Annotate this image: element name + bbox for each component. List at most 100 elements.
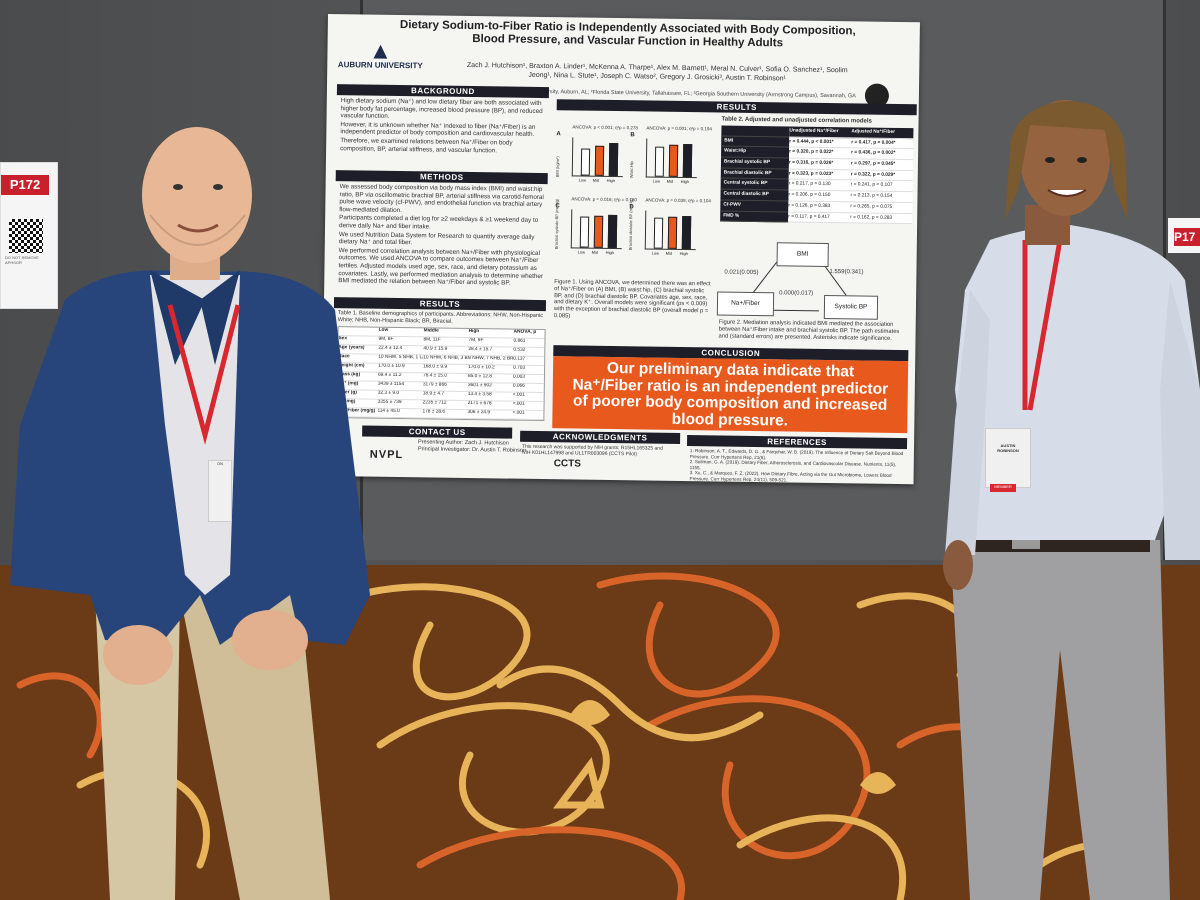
poster-authors: Zach J. Hutchison¹, Braxton A. Linder¹, … bbox=[466, 61, 848, 82]
table-cell: 178 ± 28.6 bbox=[422, 409, 446, 415]
table-cell: 170.0 ± 10.9 bbox=[378, 363, 405, 370]
table-cell: 7M, 9F bbox=[468, 337, 484, 344]
table-cell: r = 0.241, p = 0.107 bbox=[850, 182, 893, 189]
background-bullet: High dietary sodium (Na⁺) and low dietar… bbox=[340, 97, 543, 121]
path-b-label: 1.559(0.341) bbox=[829, 269, 864, 276]
person-left bbox=[10, 127, 370, 900]
chart-tick-label: Low bbox=[577, 249, 586, 255]
table-cell: Middle bbox=[423, 328, 439, 334]
table-cell: 32.3 ± 9.0 bbox=[377, 390, 400, 397]
table-cell: High bbox=[468, 328, 480, 335]
chart-tick-label: Mid bbox=[666, 178, 674, 184]
table-cell: 8M, 11F bbox=[423, 337, 441, 343]
table-cell: r = 0.206, p = 0.150 bbox=[788, 192, 831, 199]
chart-tick-label: Low bbox=[578, 177, 587, 183]
table-cell: r = 0.117, p = 0.417 bbox=[788, 213, 830, 220]
chart-bar bbox=[654, 146, 665, 177]
correlation-row-labels: BMI Waist:Hip Brachial systolic BP Brachial… bbox=[720, 125, 790, 223]
table-cell: 28.4 ± 15.7 bbox=[468, 346, 493, 353]
table-cell: 0.003 bbox=[512, 374, 525, 380]
chart-tick-label: High bbox=[679, 250, 688, 257]
chart-bar bbox=[668, 144, 679, 177]
table-cell: Unadjusted Na⁺/Fiber bbox=[789, 128, 839, 135]
chart-bar bbox=[594, 145, 605, 176]
outcome-box: Systolic BP bbox=[823, 294, 879, 320]
poster-number-sign-left: P172 DO NOT REMOVE APHSOR bbox=[0, 162, 58, 309]
figure-panel-stat: ANCOVA: p = 0.001; η²p = 0.194 bbox=[646, 125, 712, 132]
table-cell: r = 0.436, p = 0.002* bbox=[851, 150, 896, 157]
sign-note-2: APHSOR bbox=[5, 260, 22, 265]
figure-panel-ylabel: Waist:Hip bbox=[628, 161, 634, 179]
table-cell: 3439 ± 1154 bbox=[377, 381, 405, 388]
conclusion-box: Our preliminary data indicate that Na⁺/F… bbox=[552, 356, 909, 434]
table-cell: 13.4 ± 3.58 bbox=[467, 391, 492, 398]
table-cell: Low bbox=[378, 327, 389, 333]
figure-panel-ylabel: BMI (kg/m²) bbox=[554, 156, 561, 178]
table-cell: r = 0.162, p = 0.283 bbox=[850, 214, 893, 221]
table-cell: 22.4 ± 12.4 bbox=[378, 345, 403, 352]
poster-number-right: P17 bbox=[1174, 228, 1200, 246]
references-header: REFERENCES bbox=[687, 435, 908, 450]
figure-panel-ylabel: Brachial diastolic BP (mmHg) bbox=[627, 198, 634, 251]
person-right bbox=[943, 100, 1200, 900]
table-cell: 85.0 ± 12.8 bbox=[467, 373, 492, 380]
chart-tick-label: Low bbox=[651, 250, 660, 256]
table-cell: r = 0.320, p = 0.022* bbox=[789, 149, 834, 156]
qr-code-icon bbox=[9, 219, 43, 253]
figure-panel-ylabel: Brachial systolic BP (mmHg) bbox=[553, 198, 560, 250]
table-cell: r = 0.323, p = 0.023* bbox=[788, 171, 834, 177]
table-cell: 2171 ± 678 bbox=[467, 400, 492, 407]
badge-name-1: AUSTIN bbox=[1000, 443, 1016, 448]
table-cell: 0.703 bbox=[513, 365, 526, 371]
badge-name-2: ROBINSON bbox=[997, 448, 1019, 453]
mediator-box: BMI bbox=[776, 242, 829, 268]
ccts-logo: CCTS bbox=[553, 458, 582, 470]
table-cell: 10 NHW, 5 NHB, 1 Latina bbox=[378, 354, 424, 361]
right-name-badge: AUSTIN ROBINSON bbox=[985, 428, 1031, 488]
table-cell: r = 0.297, p = 0.045* bbox=[850, 161, 896, 167]
sign-note-1: DO NOT REMOVE bbox=[5, 255, 39, 260]
exposure-box: Na+/Fiber bbox=[716, 291, 775, 317]
table-cell: r = 0.417, p = 0.004* bbox=[851, 140, 896, 146]
table-row: r = 0.117, p = 0.417 r = 0.162, p = 0.283 bbox=[788, 211, 913, 225]
poster-number-sign-right: P17 bbox=[1168, 218, 1200, 253]
table-cell: r = 0.126, p = 0.383 bbox=[788, 203, 831, 209]
table-cell: 3601 ± 902 bbox=[467, 382, 492, 389]
figure-panel-plot: Low Mid High bbox=[571, 137, 624, 183]
chart-tick-label: Mid bbox=[591, 249, 599, 255]
references-list: 1. Robinson, A. T., Edwards, D. G., & Fa… bbox=[690, 448, 905, 484]
table-row: FMD % bbox=[720, 210, 789, 223]
table-cell: 3355 ± 739 bbox=[377, 399, 402, 406]
mediation-diagram: BMI Na+/Fiber Systolic BP 0.021(0.005) 1… bbox=[328, 14, 920, 320]
figure1-caption: Figure 1. Using ANCOVA, we determined th… bbox=[553, 279, 711, 320]
chart-tick-label: High bbox=[606, 177, 615, 184]
university-name: AUBURN UNIVERSITY bbox=[337, 60, 423, 71]
table-cell: 2235 ± 712 bbox=[422, 400, 447, 406]
table-cell: 0.861 bbox=[513, 338, 526, 344]
auburn-logo: AUBURN UNIVERSITY bbox=[335, 44, 425, 70]
table-cell: r = 0.316, p = 0.026* bbox=[788, 160, 834, 167]
chart-bar bbox=[593, 215, 604, 248]
research-poster: AUBURN UNIVERSITY Dietary Sodium-to-Fibe… bbox=[321, 14, 920, 485]
path-c-label: 0.000(0.017) bbox=[779, 290, 814, 297]
results-top-header: RESULTS bbox=[556, 99, 917, 116]
acknowledgments-text: This research was supported by NIH grant… bbox=[521, 443, 663, 458]
chart-bar bbox=[667, 217, 678, 249]
table-cell: <.001 bbox=[512, 401, 525, 407]
table-cell: r = 0.217, p = 0.130 bbox=[788, 181, 831, 188]
acknowledgments-header: ACKNOWLEDGMENTS bbox=[520, 430, 681, 444]
chart-tick-label: Mid bbox=[665, 250, 673, 256]
figure-panel-plot: Low Mid High bbox=[570, 209, 623, 255]
chart-bar bbox=[653, 217, 664, 249]
table-cell: 0.066 bbox=[512, 383, 525, 389]
table-cell: 18.9 ± 4.7 bbox=[422, 391, 445, 397]
table-cell: 9M, 8F bbox=[378, 336, 394, 342]
table-cell: 0.137 bbox=[513, 356, 526, 362]
table-cell: Adjusted Na⁺/Fiber bbox=[851, 129, 896, 135]
figure-panel-stat: ANCOVA: p = 0.039; η²p = 0.104 bbox=[645, 197, 711, 204]
member-tag: MEMBER bbox=[990, 484, 1016, 492]
poster-number-left: P172 bbox=[1, 175, 49, 195]
path-a-label: 0.021(0.005) bbox=[724, 269, 759, 277]
chart-bar bbox=[682, 143, 693, 178]
chart-bar bbox=[607, 214, 618, 249]
